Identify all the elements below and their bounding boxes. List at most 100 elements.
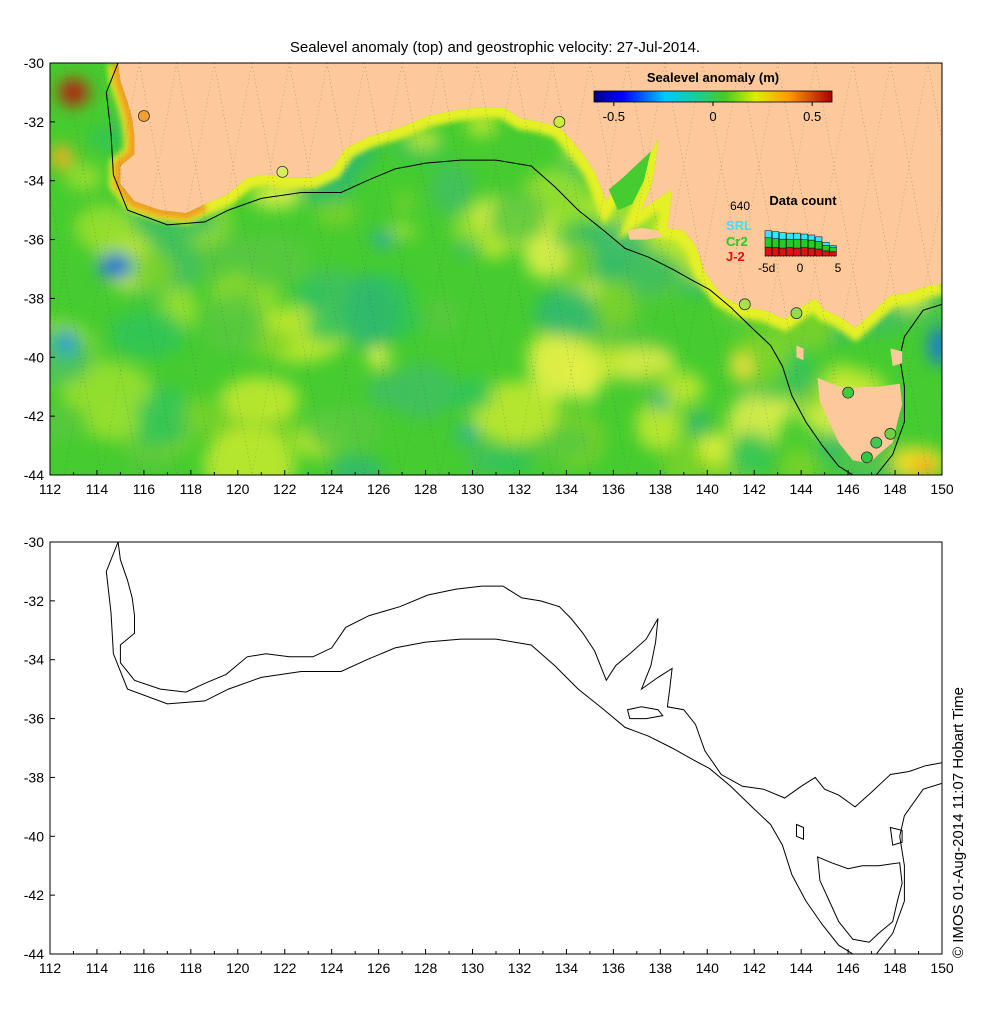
satellite-track: [476, 63, 553, 475]
y-tick-label: -36: [24, 711, 44, 727]
satellite-track: [214, 63, 290, 475]
anomaly-blob: [394, 192, 416, 213]
data-count-bar-cr2: [771, 238, 780, 248]
anomaly-blob: [84, 404, 141, 441]
data-count-bar-srl: [815, 236, 823, 242]
data-count-bar-cr2: [764, 237, 772, 248]
tide-gauge-marker: [276, 165, 289, 178]
tide-gauge-marker: [884, 427, 897, 440]
x-tick-label: 120: [226, 960, 250, 976]
x-tick-label: 140: [696, 960, 720, 976]
x-tick-label: 118: [180, 481, 203, 497]
satellite-track: [101, 63, 178, 475]
x-tick-label: 116: [133, 960, 156, 976]
tide-gauge-marker: [860, 451, 873, 464]
satellite-track: [664, 63, 741, 475]
y-tick-label: -44: [24, 946, 44, 962]
anomaly-blob: [728, 431, 774, 475]
y-tick-label: -32: [24, 114, 44, 130]
x-tick-label: 138: [649, 960, 673, 976]
tide-gauge-marker: [553, 115, 566, 128]
data-count-max-label: 640: [730, 199, 750, 213]
anomaly-feature: [927, 325, 942, 366]
x-tick-label: 142: [743, 960, 767, 976]
anomaly-blob: [182, 396, 215, 433]
anomaly-blob: [315, 198, 357, 228]
satellite-track: [401, 63, 478, 475]
flinders-island: [890, 348, 903, 367]
anomaly-blob: [208, 236, 260, 265]
anomaly-feature: [732, 354, 753, 379]
x-tick-label: 118: [180, 960, 203, 976]
data-count-bar-srl: [764, 230, 772, 239]
satellite-track: [702, 63, 778, 475]
kangaroo-island-outline: [626, 706, 664, 720]
satellite-track: [138, 63, 215, 475]
anomaly-feature: [371, 229, 396, 250]
x-tick-label: 130: [461, 481, 485, 497]
satellite-track: [589, 63, 666, 475]
x-tick-label: 148: [883, 960, 907, 976]
satellite-track: [251, 63, 328, 475]
data-count-inset: Data count 640 SRL Cr2 J-2 -5d 0 5: [726, 193, 842, 275]
mission-label-j2: J-2: [726, 249, 745, 264]
data-count-bar-cr2: [829, 246, 837, 253]
velocity-map: [50, 542, 942, 954]
anomaly-feature: [367, 347, 390, 368]
data-count-bar-j2: [764, 246, 772, 257]
y-tick-label: -40: [24, 828, 44, 844]
x-tick-label: 128: [414, 481, 438, 497]
satellite-track: [50, 190, 102, 475]
anomaly-blob: [203, 426, 296, 475]
satellite-track: [138, 63, 215, 475]
satellite-track: [439, 63, 516, 475]
x-tick-label: 116: [133, 481, 156, 497]
anomaly-blob: [559, 236, 596, 290]
anomaly-blob: [132, 249, 176, 295]
satellite-track: [251, 63, 328, 475]
data-count-bar-cr2: [779, 238, 787, 249]
y-tick-label: -30: [24, 55, 44, 71]
data-count-bar-cr2: [793, 238, 801, 249]
x-tick-label: 138: [649, 481, 673, 497]
x-tick-label: 130: [461, 960, 485, 976]
anomaly-feature: [911, 458, 936, 475]
figure-title: Sealevel anomaly (top) and geostrophic v…: [290, 39, 700, 56]
data-count-bar-j2: [800, 247, 808, 257]
data-count-bar-cr2: [786, 238, 794, 248]
data-count-xlabel-start: -5d: [758, 261, 775, 275]
x-tick-label: 122: [273, 960, 297, 976]
satellite-track: [965, 63, 990, 475]
satellite-track: [176, 63, 253, 475]
anomaly-blob: [779, 447, 820, 475]
anomaly-blob: [635, 399, 682, 451]
anomaly-blob: [492, 448, 534, 475]
data-count-bar-srl: [771, 231, 780, 239]
satellite-track: [326, 63, 403, 475]
satellite-track: [514, 63, 591, 475]
king-island-outline: [796, 823, 804, 840]
y-tick-label: -38: [24, 769, 44, 785]
x-tick-label: 136: [602, 960, 626, 976]
anomaly-feature: [650, 391, 671, 412]
x-tick-label: 112: [39, 960, 62, 976]
anomaly-feature: [50, 145, 74, 170]
y-tick-label: -42: [24, 887, 44, 903]
satellite-track: [702, 63, 778, 475]
x-tick-label: 150: [930, 481, 954, 497]
satellite-track: [589, 63, 666, 475]
satellite-track: [176, 63, 253, 475]
y-tick-label: -42: [24, 408, 44, 424]
satellite-track: [439, 63, 516, 475]
tide-gauge-marker: [870, 436, 883, 449]
mission-label-cr2: Cr2: [726, 234, 748, 249]
data-count-bar-cr2: [807, 239, 816, 249]
velocity-background: [50, 542, 942, 954]
data-count-bar-cr2: [822, 245, 830, 252]
colorbar-gradient: [593, 90, 833, 103]
tide-gauge-marker: [738, 298, 751, 311]
colorbar-title: Sealevel anomaly (m): [647, 70, 779, 85]
x-tick-label: 134: [555, 960, 579, 976]
satellite-track: [214, 63, 290, 475]
